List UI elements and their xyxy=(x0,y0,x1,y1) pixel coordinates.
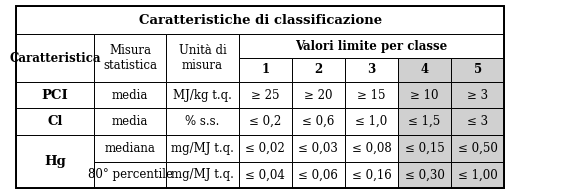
Text: ≤ 0,15: ≤ 0,15 xyxy=(405,142,445,155)
Bar xyxy=(16,6,505,34)
Text: ≤ 0,03: ≤ 0,03 xyxy=(298,142,338,155)
Text: Cl: Cl xyxy=(48,115,63,128)
Bar xyxy=(398,58,451,82)
Bar xyxy=(166,34,239,82)
Text: Misura
statistica: Misura statistica xyxy=(103,44,157,72)
Text: ≥ 15: ≥ 15 xyxy=(357,89,386,102)
Text: 80° percentile: 80° percentile xyxy=(88,168,173,181)
Bar xyxy=(451,162,505,188)
Text: ≤ 0,6: ≤ 0,6 xyxy=(302,115,335,128)
Text: 3: 3 xyxy=(368,63,376,76)
Text: mg/MJ t.q.: mg/MJ t.q. xyxy=(171,168,234,181)
Bar xyxy=(94,162,166,188)
Text: media: media xyxy=(112,115,148,128)
Text: ≤ 1,0: ≤ 1,0 xyxy=(355,115,387,128)
Text: Caratteristica: Caratteristica xyxy=(9,52,101,65)
Text: ≤ 3: ≤ 3 xyxy=(467,115,488,128)
Text: ≤ 0,50: ≤ 0,50 xyxy=(457,142,497,155)
Bar xyxy=(239,34,505,58)
Bar xyxy=(451,108,505,135)
Bar xyxy=(239,58,292,82)
Bar xyxy=(16,108,94,135)
Bar xyxy=(94,135,166,162)
Text: 2: 2 xyxy=(314,63,322,76)
Bar xyxy=(398,162,451,188)
Bar xyxy=(398,108,451,135)
Bar xyxy=(16,34,94,82)
Bar xyxy=(166,82,239,108)
Text: Hg: Hg xyxy=(44,155,66,168)
Text: % s.s.: % s.s. xyxy=(185,115,220,128)
Bar xyxy=(345,58,398,82)
Bar xyxy=(345,135,398,162)
Bar xyxy=(345,108,398,135)
Bar xyxy=(94,82,166,108)
Text: Valori limite per classe: Valori limite per classe xyxy=(295,40,447,53)
Bar xyxy=(166,135,239,162)
Bar xyxy=(451,58,505,82)
Text: PCI: PCI xyxy=(42,89,69,102)
Text: ≤ 1,00: ≤ 1,00 xyxy=(458,168,497,181)
Text: ≥ 25: ≥ 25 xyxy=(251,89,279,102)
Bar xyxy=(166,162,239,188)
Bar xyxy=(239,135,292,162)
Bar xyxy=(239,108,292,135)
Bar xyxy=(345,82,398,108)
Text: mg/MJ t.q.: mg/MJ t.q. xyxy=(171,142,234,155)
Text: media: media xyxy=(112,89,148,102)
Bar xyxy=(451,82,505,108)
Bar xyxy=(292,58,345,82)
Text: ≤ 0,04: ≤ 0,04 xyxy=(245,168,285,181)
Text: MJ/kg t.q.: MJ/kg t.q. xyxy=(173,89,232,102)
Text: 1: 1 xyxy=(261,63,269,76)
Text: ≤ 0,06: ≤ 0,06 xyxy=(298,168,338,181)
Text: ≤ 0,16: ≤ 0,16 xyxy=(352,168,391,181)
Text: ≤ 1,5: ≤ 1,5 xyxy=(409,115,440,128)
Bar xyxy=(292,82,345,108)
Text: Caratteristiche di classificazione: Caratteristiche di classificazione xyxy=(139,14,382,27)
Text: ≥ 10: ≥ 10 xyxy=(410,89,439,102)
Bar xyxy=(16,135,94,188)
Bar xyxy=(451,135,505,162)
Bar xyxy=(292,108,345,135)
Text: ≥ 20: ≥ 20 xyxy=(304,89,333,102)
Text: ≤ 0,02: ≤ 0,02 xyxy=(245,142,285,155)
Text: 4: 4 xyxy=(420,63,429,76)
Text: ≥ 3: ≥ 3 xyxy=(467,89,488,102)
Bar xyxy=(166,108,239,135)
Bar xyxy=(94,108,166,135)
Text: ≤ 0,08: ≤ 0,08 xyxy=(352,142,391,155)
Bar xyxy=(239,82,292,108)
Bar xyxy=(292,162,345,188)
Text: Unità di
misura: Unità di misura xyxy=(179,44,226,72)
Bar xyxy=(398,135,451,162)
Text: ≤ 0,2: ≤ 0,2 xyxy=(249,115,281,128)
Bar xyxy=(398,82,451,108)
Bar xyxy=(16,6,505,188)
Bar xyxy=(345,162,398,188)
Text: 5: 5 xyxy=(473,63,482,76)
Bar xyxy=(94,34,166,82)
Bar xyxy=(292,135,345,162)
Bar xyxy=(16,82,94,108)
Text: mediana: mediana xyxy=(105,142,156,155)
Bar xyxy=(239,162,292,188)
Text: ≤ 0,30: ≤ 0,30 xyxy=(405,168,445,181)
